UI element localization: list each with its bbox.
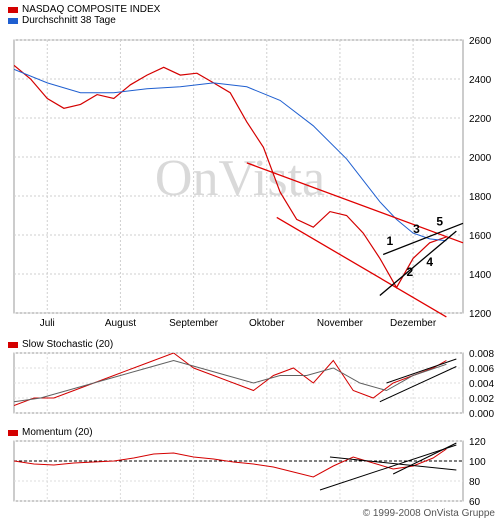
price-x-tick-label: August <box>105 318 136 329</box>
momentum-title: Momentum (20) <box>22 427 93 438</box>
stochastic-trendline <box>386 358 457 384</box>
price-x-tick-label: Dezember <box>390 318 437 329</box>
stochastic-y-tick-label: 0.000 <box>469 409 494 420</box>
price-y-tick-label: 1800 <box>469 192 492 203</box>
legend-item-average: Durchschnitt 38 Tage <box>8 15 116 26</box>
nasdaq-price-line <box>14 64 447 289</box>
price-y-tick-label: 2200 <box>469 114 492 125</box>
wave-count-label: 5 <box>436 214 443 228</box>
price-x-tick-label: Oktober <box>249 318 285 329</box>
price-trendline <box>379 230 457 296</box>
stochastic-d-line <box>14 359 447 403</box>
watermark-logo: OnVista <box>155 150 325 207</box>
legend-label-nasdaq: NASDAQ COMPOSITE INDEX <box>22 4 161 15</box>
momentum-label: Momentum (20) <box>8 427 93 438</box>
momentum-trendline <box>319 444 457 491</box>
price-x-tick-label: September <box>169 318 219 329</box>
wave-count-label: 1 <box>386 234 393 248</box>
legend-swatch-nasdaq <box>8 6 18 13</box>
momentum-y-tick-label: 100 <box>469 457 486 468</box>
wave-count-label: 4 <box>426 255 433 269</box>
stochastic-k-line <box>14 353 447 406</box>
price-y-tick-label: 2400 <box>469 75 492 86</box>
price-y-tick-label: 1200 <box>469 309 492 320</box>
legend-item-nasdaq: NASDAQ COMPOSITE INDEX <box>8 4 160 15</box>
stochastic-title: Slow Stochastic (20) <box>22 339 114 350</box>
price-y-tick-label: 1600 <box>469 231 492 242</box>
stochastic-trendline <box>379 366 457 403</box>
price-y-tick-label: 2600 <box>469 36 492 47</box>
momentum-swatch <box>8 429 18 436</box>
price-x-tick-label: November <box>317 318 364 329</box>
momentum-y-tick-label: 120 <box>469 437 486 448</box>
momentum-trendline <box>329 456 457 471</box>
momentum-y-tick-label: 80 <box>469 477 481 488</box>
stochastic-y-tick-label: 0.006 <box>469 364 494 375</box>
stochastic-y-tick-label: 0.008 <box>469 349 494 360</box>
wave-count-label: 2 <box>406 265 413 279</box>
legend-label-average: Durchschnitt 38 Tage <box>22 15 116 26</box>
wave-count-label: 3 <box>413 222 420 236</box>
stochastic-y-tick-label: 0.002 <box>469 394 494 405</box>
copyright-text: © 1999-2008 OnVista Gruppe <box>362 508 495 519</box>
price-x-tick-label: Juli <box>40 318 55 329</box>
stochastic-label: Slow Stochastic (20) <box>8 339 113 350</box>
momentum-line <box>14 448 447 478</box>
price-trendline <box>246 162 464 244</box>
legend-swatch-average <box>8 17 18 24</box>
price-trendline <box>382 222 464 256</box>
momentum-trendline <box>392 442 457 475</box>
price-y-tick-label: 2000 <box>469 153 492 164</box>
moving-average-line <box>14 68 447 242</box>
price-trendline <box>276 216 447 318</box>
stochastic-y-tick-label: 0.004 <box>469 379 494 390</box>
stochastic-swatch <box>8 341 18 348</box>
price-y-tick-label: 1400 <box>469 270 492 281</box>
momentum-panel-frame <box>13 440 464 502</box>
momentum-y-tick-label: 60 <box>469 497 481 508</box>
